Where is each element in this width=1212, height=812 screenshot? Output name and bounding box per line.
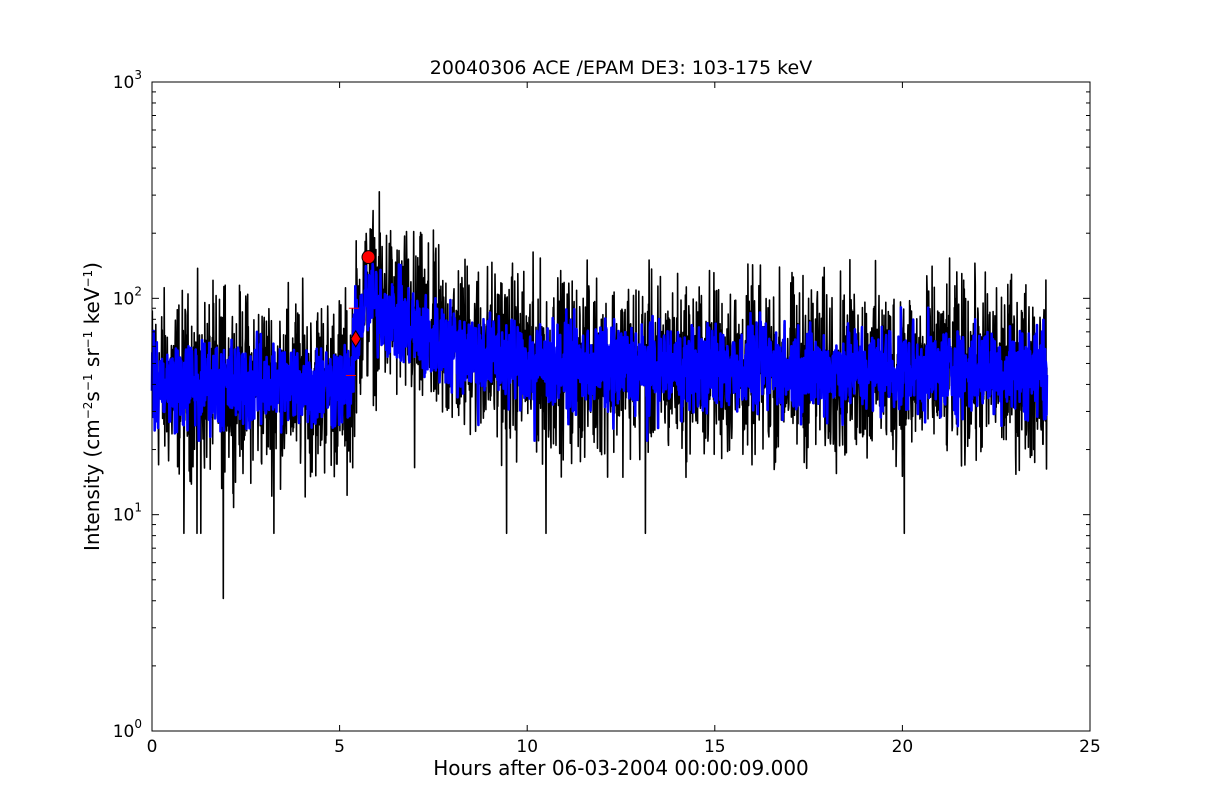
x-axis-label: Hours after 06-03-2004 00:00:09.000 bbox=[433, 756, 809, 780]
y-tick-label: 102 bbox=[113, 284, 142, 309]
x-tick-label: 20 bbox=[892, 737, 914, 757]
marker-layer bbox=[345, 250, 376, 376]
plot-area: 0 5 10 15 20 25 100 101 102 103 bbox=[113, 68, 1101, 757]
series-layer bbox=[150, 191, 1049, 600]
y-tick-label: 101 bbox=[113, 501, 142, 526]
x-tick-label: 25 bbox=[1079, 737, 1101, 757]
ylabel-kev: keV bbox=[80, 287, 104, 331]
chart-title: 20040306 ACE /EPAM DE3: 103-175 keV bbox=[430, 57, 812, 79]
y-tick-label: 100 bbox=[113, 717, 142, 742]
ylabel-suffix: ) bbox=[80, 262, 104, 270]
series-line-smoothed bbox=[150, 262, 1049, 442]
y-tick-label: 103 bbox=[113, 68, 142, 93]
x-tick-label: 10 bbox=[516, 737, 538, 757]
x-tick-label: 5 bbox=[334, 737, 345, 757]
peak-marker bbox=[361, 250, 376, 265]
ylabel-exp3: −1 bbox=[81, 331, 95, 349]
x-tick-label: 15 bbox=[704, 737, 726, 757]
y-axis-label: Intensity (cm−2s−1 sr−1 keV−1) bbox=[80, 262, 104, 551]
ylabel-prefix: Intensity (cm bbox=[80, 419, 104, 551]
ylabel-exp4: −1 bbox=[81, 270, 95, 288]
x-tick-label: 0 bbox=[147, 737, 158, 757]
tick-layer: 0 5 10 15 20 25 100 101 102 103 bbox=[113, 68, 1101, 757]
plot-frame bbox=[151, 81, 1091, 732]
ylabel-exp1: −2 bbox=[81, 402, 95, 420]
onset-marker bbox=[350, 329, 362, 348]
ylabel-sr: sr bbox=[80, 348, 104, 374]
ylabel-s: s bbox=[80, 391, 104, 401]
ylabel-exp2: −1 bbox=[81, 373, 95, 391]
